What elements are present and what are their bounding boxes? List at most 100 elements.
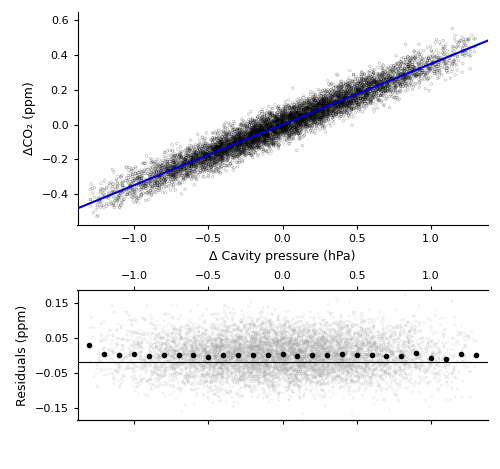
Point [254,371,262,378]
Point [196,356,203,364]
Point [248,353,256,360]
Point [398,80,406,88]
Point [369,335,377,342]
Point [292,115,300,122]
Point [366,88,374,96]
Point [132,163,140,171]
Point [178,159,186,167]
Point [356,344,364,351]
Point [396,377,404,384]
Point [240,132,248,140]
Point [300,341,308,348]
Point [212,144,220,151]
Point [226,387,234,395]
Point [168,147,176,155]
Point [316,366,324,374]
Point [254,363,262,370]
Point [384,366,392,374]
Point [182,345,190,352]
Point [168,172,176,180]
Point [334,339,342,346]
Point [280,361,287,369]
Point [180,350,188,357]
Point [294,330,302,338]
Point [248,345,256,352]
Point [311,374,319,381]
Point [230,164,238,172]
Point [305,113,313,121]
Point [200,362,208,370]
Point [248,115,256,122]
Point [223,135,231,142]
Point [293,341,301,348]
Point [188,347,196,354]
Point [282,318,290,325]
Point [275,367,283,374]
Point [296,104,304,112]
Point [347,331,355,339]
Point [306,314,314,321]
Point [338,364,345,371]
Point [211,164,219,171]
Point [204,145,212,152]
Point [208,371,216,378]
Point [304,118,312,125]
Point [220,150,228,157]
Point [330,102,338,110]
Point [270,358,278,365]
Point [279,360,287,368]
Point [331,98,339,106]
Point [218,355,226,362]
Point [148,176,156,184]
Point [254,120,262,127]
Point [248,357,256,365]
Point [290,354,298,362]
Point [108,369,116,377]
Point [232,362,240,370]
Point [210,145,218,152]
Point [275,118,283,126]
Point [306,115,314,123]
Point [288,107,296,114]
Point [274,310,282,318]
Point [364,356,372,364]
Point [264,131,272,138]
Point [320,339,328,346]
Point [228,144,236,151]
Point [406,377,413,385]
Point [348,339,356,347]
Point [202,166,210,173]
Point [196,358,204,365]
Point [94,357,102,365]
Point [194,324,202,332]
Point [215,343,223,350]
Point [322,348,330,356]
Point [342,81,349,88]
Point [354,376,362,383]
Point [175,157,183,165]
Point [442,67,450,75]
Point [255,132,263,139]
Point [286,112,294,120]
Point [294,370,302,378]
Point [331,105,339,112]
Point [228,370,235,377]
Point [278,111,286,118]
Point [212,353,220,361]
Point [322,103,330,110]
Point [344,86,351,94]
Point [318,372,326,379]
Point [268,134,276,142]
Point [281,114,289,121]
Point [266,131,274,139]
Point [286,131,294,139]
Point [414,348,422,356]
Point [322,346,330,353]
Point [238,157,246,165]
Point [382,88,390,95]
Point [370,80,378,87]
Point [340,320,347,327]
Point [306,348,314,356]
Point [166,166,174,173]
Point [285,120,293,128]
